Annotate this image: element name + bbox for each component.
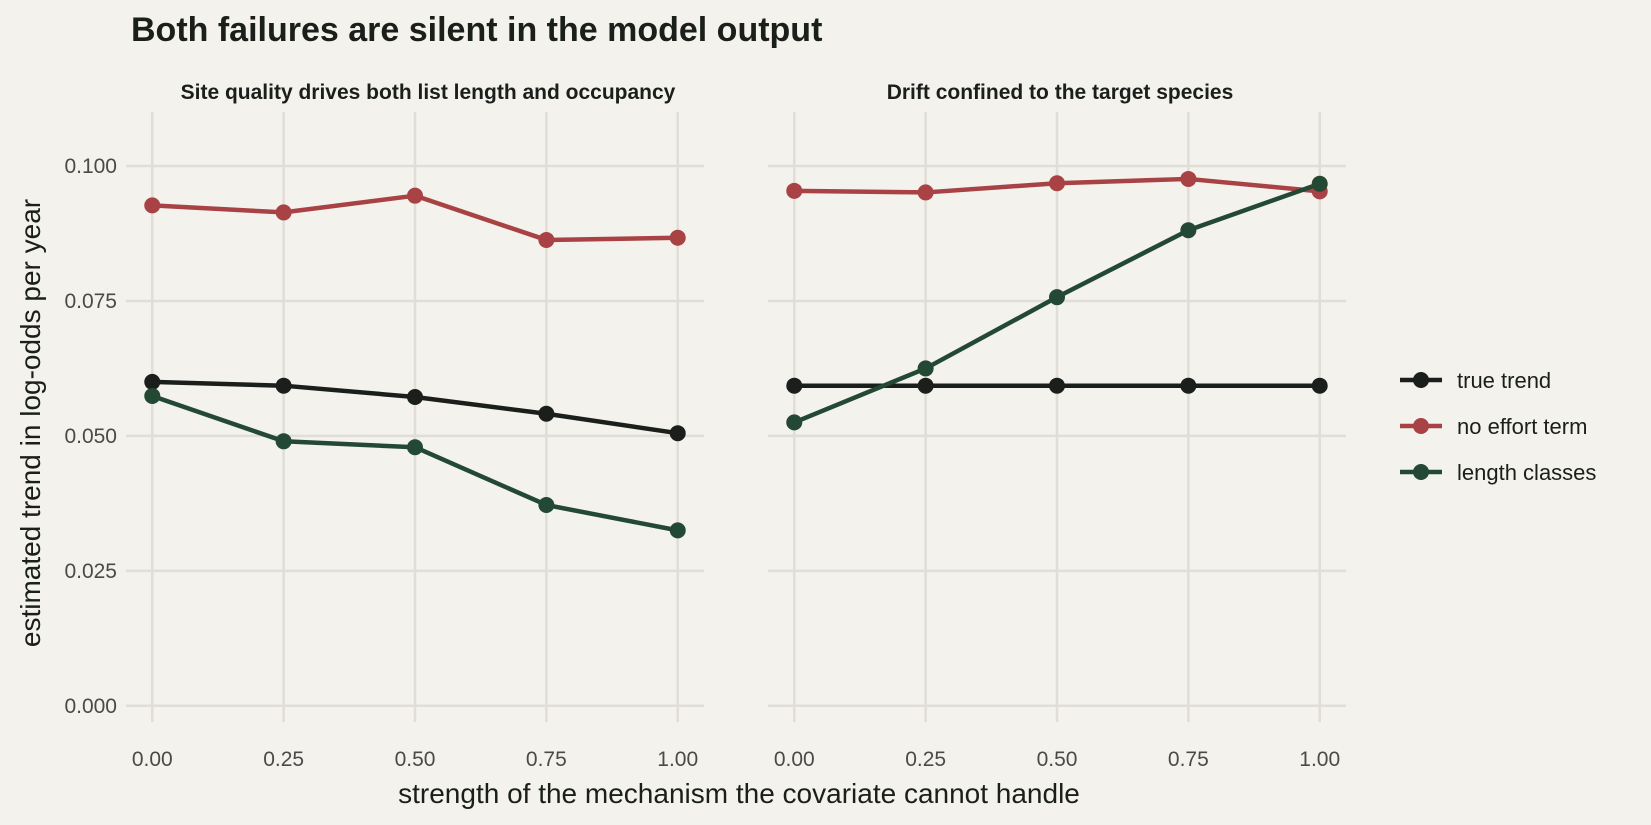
data-point xyxy=(275,433,292,450)
legend-item: length classes xyxy=(1400,460,1596,485)
x-tick-label: 0.50 xyxy=(1037,748,1078,771)
data-point xyxy=(669,229,686,246)
data-point xyxy=(1311,175,1328,192)
series-true-trend xyxy=(144,373,686,442)
data-point xyxy=(144,373,161,390)
y-tick-label: 0.100 xyxy=(64,155,117,178)
series-no-effort-term xyxy=(144,187,686,248)
y-tick-label: 0.050 xyxy=(64,425,117,448)
data-point xyxy=(538,231,555,248)
data-point xyxy=(144,387,161,404)
data-point xyxy=(786,182,803,199)
data-point xyxy=(1049,175,1065,192)
x-tick-label: 1.00 xyxy=(657,748,698,771)
y-axis-ticks: 0.000 0.025 0.050 0.075 0.100 xyxy=(64,155,117,718)
y-tick-label: 0.000 xyxy=(64,695,117,718)
data-point xyxy=(275,204,292,221)
legend-item: no effort term xyxy=(1400,414,1587,439)
y-axis-label: estimated trend in log-odds per year xyxy=(15,199,46,647)
panel-drift: Drift confined to the target species 0.0… xyxy=(768,81,1346,771)
x-tick-label: 0.25 xyxy=(263,748,304,771)
legend-label: length classes xyxy=(1457,460,1596,485)
series-length-classes xyxy=(786,175,1328,431)
series-length-classes xyxy=(144,387,686,539)
data-point xyxy=(917,184,934,201)
legend-label: no effort term xyxy=(1457,414,1587,439)
legend-item: true trend xyxy=(1400,368,1551,393)
legend-key-point xyxy=(1413,418,1429,434)
data-point xyxy=(144,197,161,214)
x-tick-label: 1.00 xyxy=(1299,748,1340,771)
x-tick-label: 0.25 xyxy=(905,748,946,771)
data-point xyxy=(1180,377,1197,394)
y-tick-label: 0.075 xyxy=(64,290,117,313)
x-tick-label: 0.00 xyxy=(132,748,173,771)
legend-key-point xyxy=(1413,372,1429,388)
data-point xyxy=(407,389,423,406)
data-point xyxy=(407,187,423,204)
x-tick-label: 0.75 xyxy=(526,748,567,771)
data-point xyxy=(538,496,555,513)
data-point xyxy=(538,405,555,422)
data-point xyxy=(1311,377,1328,394)
data-point xyxy=(407,439,423,456)
x-tick-label: 0.00 xyxy=(774,748,815,771)
x-tick-label: 0.75 xyxy=(1168,748,1209,771)
data-point xyxy=(1049,289,1065,306)
x-tick-label: 0.50 xyxy=(395,748,436,771)
legend: true trend no effort term length classes xyxy=(1400,368,1596,485)
data-point xyxy=(1180,170,1197,187)
data-point xyxy=(786,377,803,394)
y-tick-label: 0.025 xyxy=(64,560,117,583)
series-no-effort-term xyxy=(786,170,1328,201)
data-point xyxy=(669,425,686,442)
panel-site-quality: Site quality drives both list length and… xyxy=(126,81,704,771)
data-point xyxy=(786,414,803,431)
x-axis-label: strength of the mechanism the covariate … xyxy=(398,778,1080,809)
data-point xyxy=(1049,377,1065,394)
data-point xyxy=(917,377,934,394)
data-point xyxy=(669,522,686,539)
facet-title: Drift confined to the target species xyxy=(887,81,1234,104)
legend-key-point xyxy=(1413,464,1429,480)
facet-title: Site quality drives both list length and… xyxy=(181,81,676,104)
data-point xyxy=(917,360,934,377)
chart-title: Both failures are silent in the model ou… xyxy=(131,11,822,49)
legend-label: true trend xyxy=(1457,368,1551,393)
data-point xyxy=(275,377,292,394)
data-point xyxy=(1180,222,1197,239)
